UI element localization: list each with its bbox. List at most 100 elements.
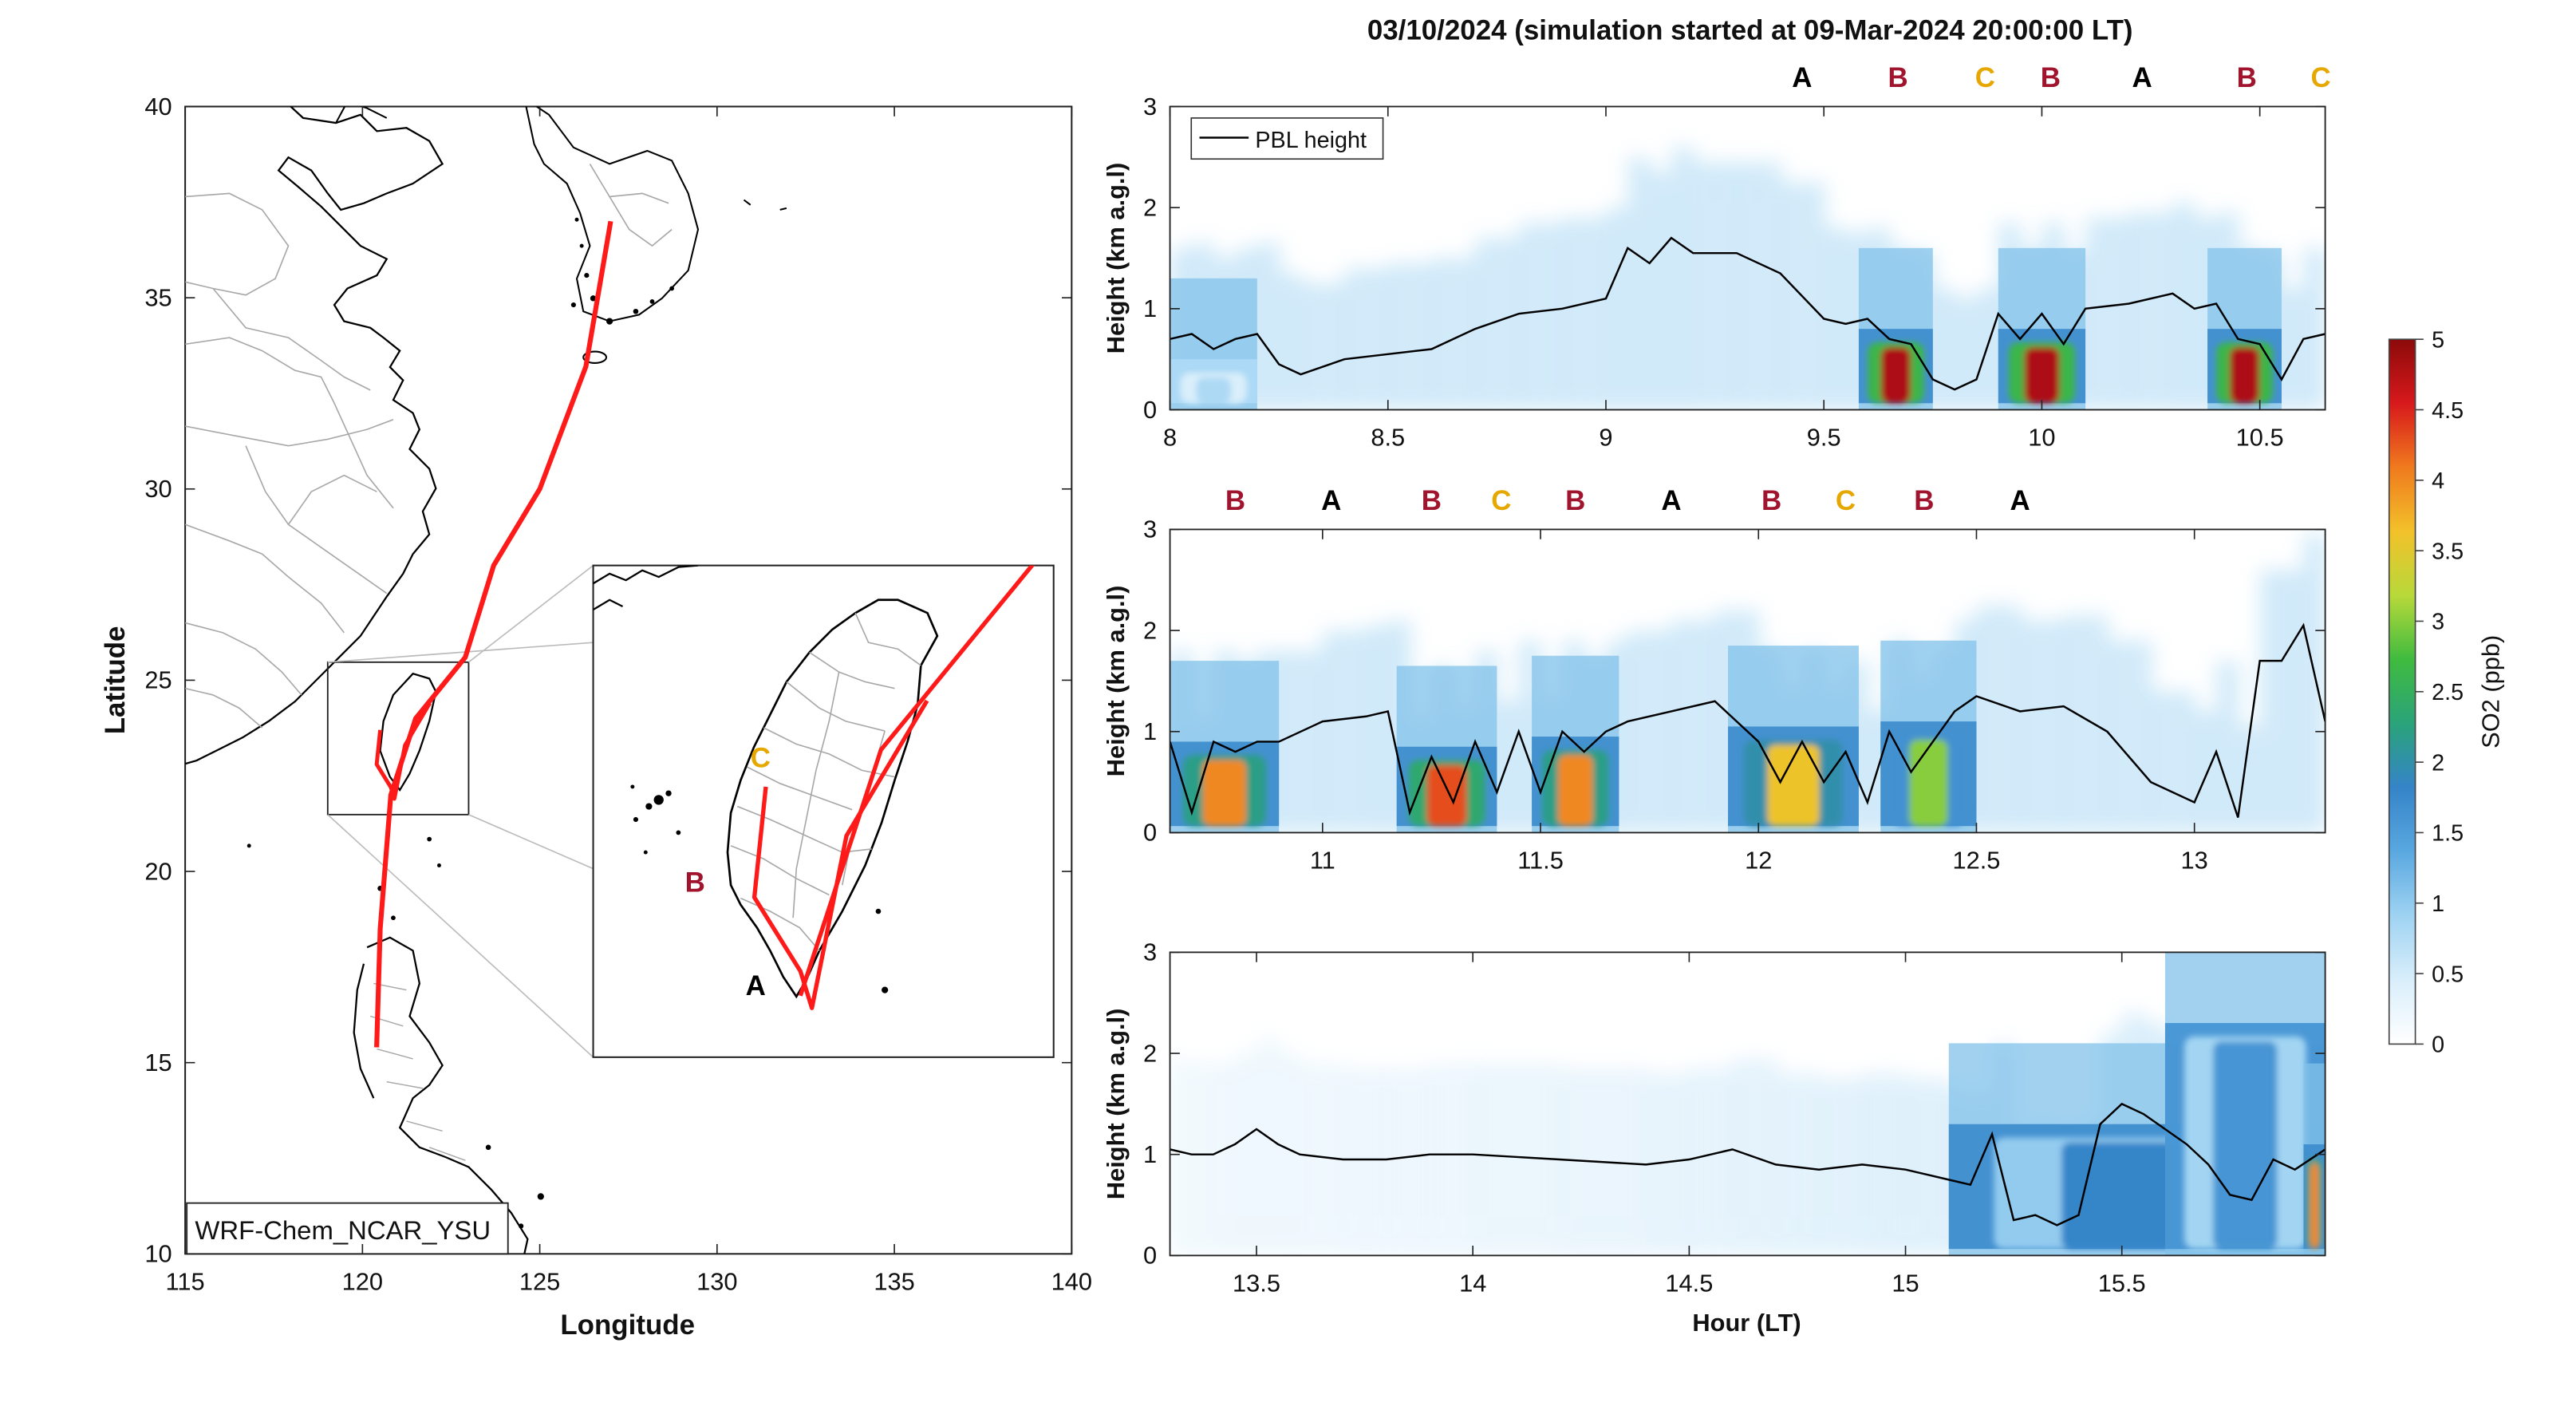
site-label-a: A — [746, 970, 766, 1001]
ytick-label: 2 — [1143, 1039, 1157, 1067]
so2-block-core — [1880, 347, 1911, 404]
panel-frame — [1169, 951, 2326, 1257]
ytick-label: 2 — [1143, 616, 1157, 644]
so2-haze-cell — [2020, 620, 2065, 833]
taiwan-inset: C B A — [592, 564, 1055, 1058]
xtick-label: 11.5 — [1517, 847, 1564, 875]
xtick-label: 8.5 — [1371, 424, 1405, 452]
map-ytick-label: 10 — [144, 1240, 172, 1268]
xtick-label: 10 — [2028, 424, 2055, 452]
so2-haze-cell — [2085, 217, 2131, 410]
so2-haze-cell — [1627, 156, 1651, 410]
site-top-label: C — [1491, 485, 1511, 516]
so2-haze-cell — [1386, 1068, 1432, 1256]
map-xtick-label: 140 — [1051, 1267, 1092, 1295]
so2-block-core-group — [1542, 749, 1609, 827]
so2-field — [1170, 952, 2326, 1256]
xtick-label: 10.5 — [2236, 424, 2284, 452]
site-label-c: C — [751, 742, 771, 773]
pbl-height-line — [1170, 622, 2326, 818]
so2-haze-cell — [2303, 534, 2326, 833]
so2-haze-cell — [1671, 147, 1695, 410]
map-panel: C B A WRF-Chem_NCAR_YSU 115 120 125 130 135 1… — [100, 93, 1092, 1341]
site-top-label: A — [1792, 62, 1812, 93]
xtick-label: 12.5 — [1952, 847, 2000, 875]
colorbar-tick-label: 1.5 — [2432, 821, 2464, 847]
colorbar-tick-label: 0 — [2432, 1033, 2444, 1058]
jeju-island — [582, 350, 608, 364]
so2-haze-cell — [1234, 1053, 1259, 1256]
so2-haze-cell — [1497, 701, 1521, 833]
so2-block-core-group — [2216, 342, 2273, 404]
so2-haze-cell — [1366, 625, 1390, 833]
colorbar-tick-label: 5 — [2432, 327, 2444, 353]
so2-haze-cell — [1976, 288, 2000, 410]
province-boundaries — [185, 163, 673, 729]
so2-haze-cell — [1671, 620, 1717, 833]
so2-haze-cell — [2128, 212, 2175, 410]
ytick-label: 1 — [1143, 1140, 1157, 1168]
inset-flight-track-loop — [751, 699, 929, 1010]
colorbar-tick-label: 4.5 — [2432, 398, 2464, 424]
ytick-label: 1 — [1143, 717, 1157, 745]
so2-haze-cell — [2303, 247, 2326, 410]
model-label-box — [186, 1202, 509, 1255]
so2-haze-cell — [2151, 691, 2196, 833]
xtick-label: 13 — [2181, 847, 2208, 875]
panel-3-xlabel: Hour (LT) — [1692, 1309, 1801, 1337]
so2-haze-cell — [1518, 223, 1564, 410]
colorbar-gradient — [2388, 338, 2416, 1045]
panel-ylabel: Height (km a.g.l) — [1102, 163, 1130, 354]
so2-block-core — [1767, 745, 1820, 827]
xtick-label: 8 — [1163, 424, 1177, 452]
luzon-outline — [353, 936, 529, 1254]
inset-connector-top — [467, 564, 594, 663]
map-axis-ticks: 115 120 125 130 135 140 10 15 20 25 30 35 40 — [144, 93, 1092, 1296]
so2-haze-cell — [1689, 1068, 1734, 1256]
map-ytick-label: 15 — [144, 1049, 172, 1076]
pbl-legend: PBL height — [1190, 117, 1384, 160]
so2-field — [1170, 534, 2326, 833]
so2-block-core-group — [1408, 760, 1485, 827]
so2-field — [1170, 147, 2326, 410]
so2-haze-cell — [1562, 217, 1608, 410]
site-top-label: B — [2041, 62, 2061, 93]
panel-frame — [1169, 105, 2326, 411]
so2-haze-cell — [1955, 298, 1978, 410]
so2-haze-cell — [1475, 238, 1521, 410]
colorbar: 0 0.5 1 1.5 2 2.5 3 3.5 4 4.5 5 SO2 (ppb) — [2388, 327, 2504, 1058]
inset-connector-bottom — [468, 814, 594, 870]
so2-block-core — [1202, 760, 1247, 827]
site-top-label: B — [1565, 485, 1585, 516]
so2-haze-cell — [1693, 162, 1738, 410]
map-xtick-label: 115 — [166, 1267, 205, 1295]
site-label-b: B — [685, 867, 705, 898]
so2-haze-cell — [1213, 1063, 1237, 1256]
korea-islands — [570, 217, 675, 325]
korea-coastline — [525, 106, 700, 322]
so2-block-core — [2024, 347, 2060, 404]
xtick-label: 15.5 — [2098, 1270, 2146, 1298]
so2-haze-cell — [2107, 640, 2153, 833]
map-ytick-label: 40 — [144, 93, 172, 120]
so2-block-core — [1557, 755, 1593, 827]
so2-haze-cell — [1343, 1068, 1388, 1256]
xtick-label: 9 — [1599, 424, 1612, 452]
so2-haze-cell — [1322, 630, 1368, 833]
site-top-label: C — [1975, 62, 1995, 93]
china-coastline — [185, 106, 444, 765]
ytick-label: 0 — [1143, 819, 1157, 847]
so2-block-core-group — [1743, 740, 1844, 827]
so2-haze-cell — [2281, 570, 2306, 833]
site-top-label: A — [2132, 62, 2152, 93]
colorbar-tick-label: 2 — [2432, 750, 2444, 776]
model-label: WRF-Chem_NCAR_YSU — [195, 1215, 491, 1245]
inset-china-coast — [593, 565, 699, 611]
so2-panel-1: 8 8.5 9 9.5 10 10.5 0 1 2 3 Height (km a.g.l) A B C B A… — [1102, 62, 2331, 452]
pbl-legend-label: PBL height — [1255, 128, 1367, 153]
colorbar-tick-label: 3.5 — [2432, 539, 2464, 564]
site-top-label: B — [1422, 485, 1442, 516]
